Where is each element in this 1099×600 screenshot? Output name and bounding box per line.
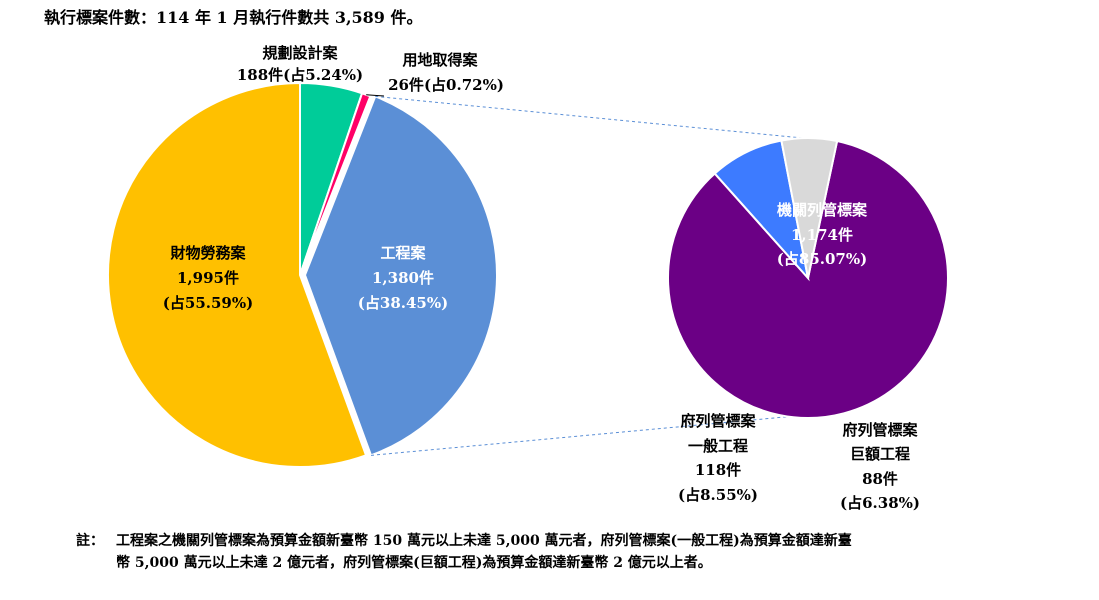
label-agency-count: 1,174件 [791, 226, 853, 244]
label-planning-value: 188件(占5.24%) [237, 66, 363, 84]
label-major-name-line1: 府列管標案 [842, 421, 918, 439]
label-engineering-name: 工程案 [380, 244, 426, 262]
label-goods-percent: (占55.59%) [163, 294, 253, 312]
label-agency-name: 機關列管標案 [777, 201, 868, 219]
footnote-text-1: 工程案之機關列管標案為預算金額新臺幣 150 萬元以上未達 5,000 萬元者，… [116, 533, 852, 549]
main-pie-chart [107, 81, 498, 468]
label-goods-count: 1,995件 [177, 269, 239, 287]
pie-labels: 規劃設計案 188件(占5.24%) 用地取得案 26件(占0.72%) 工程案… [163, 44, 920, 512]
sub-pie-chart [667, 137, 949, 419]
footnote: 註： 工程案之機關列管標案為預算金額新臺幣 150 萬元以上未達 5,000 萬元… [76, 530, 1056, 574]
connector-line-bottom [370, 416, 789, 456]
label-engineering-count: 1,380件 [372, 269, 434, 287]
footnote-line-2: 幣 5,000 萬元以上未達 2 億元者，府列管標案(巨額工程)為預算金額達新臺… [116, 555, 712, 571]
label-general-count: 118件 [695, 461, 741, 479]
slice-major-engineering [780, 137, 839, 279]
label-general-name-line1: 府列管標案 [680, 412, 756, 430]
label-goods-name: 財物勞務案 [169, 244, 246, 262]
label-agency-percent: (占85.07%) [777, 250, 867, 268]
footnote-prefix: 註： [76, 533, 104, 549]
breakout-connectors [366, 94, 804, 456]
land-leader-line [366, 94, 385, 97]
connector-line-top [375, 95, 804, 139]
slice-goods-services [107, 81, 368, 468]
label-engineering-percent: (占38.45%) [358, 294, 448, 312]
label-major-percent: (占6.38%) [840, 494, 920, 512]
slice-engineering [303, 95, 498, 457]
page-title: 執行標案件數：114 年 1 月執行件數共 3,589 件。 [44, 8, 423, 27]
label-general-name-line2: 一般工程 [688, 437, 748, 455]
footnote-line-1: 註： 工程案之機關列管標案為預算金額新臺幣 150 萬元以上未達 5,000 萬元… [76, 530, 1056, 552]
label-major-name-line2: 巨額工程 [850, 445, 910, 463]
label-general-percent: (占8.55%) [678, 486, 758, 504]
label-major-count: 88件 [862, 470, 898, 488]
label-land-name: 用地取得案 [402, 51, 478, 69]
label-land-value: 26件(占0.72%) [388, 76, 504, 94]
slice-agency-managed [667, 139, 949, 419]
label-planning-name: 規劃設計案 [262, 44, 338, 62]
